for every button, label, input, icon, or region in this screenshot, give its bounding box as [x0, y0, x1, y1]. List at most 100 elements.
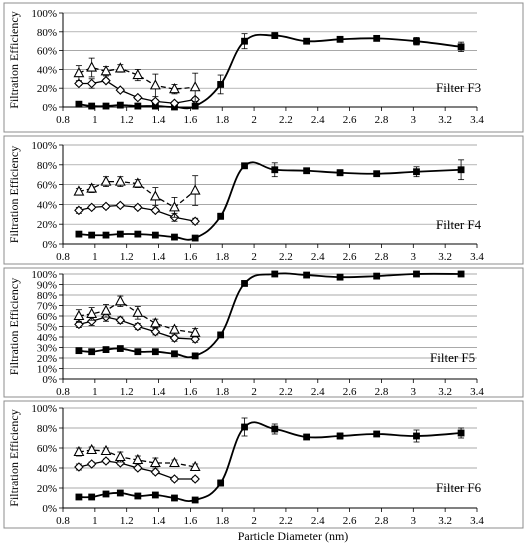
data-point-diamond-4: [133, 321, 143, 332]
x-tick-label: 2.2: [279, 386, 293, 398]
data-point-square-0: [75, 100, 83, 108]
data-point-square-3: [116, 101, 124, 109]
data-point-triangle-7: [189, 184, 201, 195]
data-point-triangle-6: [169, 82, 180, 94]
data-point-square-1: [88, 493, 96, 501]
data-point-square-12: [336, 273, 344, 281]
x-tick-label: 1.4: [152, 114, 166, 126]
x-tick-label: 2.4: [311, 114, 325, 126]
data-point-diamond-3: [115, 85, 126, 95]
x-tick-label: 2.8: [375, 515, 389, 527]
data-point-square-5: [151, 231, 159, 239]
x-tick-label: 2.6: [343, 386, 357, 398]
chart-panel-1: 0% 20% 40% 60% 80% 100% 0.8 1 1.2 1.4 1.6 1.8 2 2.2 2.…: [3, 2, 524, 133]
x-tick-label: 1.4: [152, 251, 166, 263]
series-diamond: [74, 75, 200, 109]
data-point-diamond-3: [115, 315, 126, 325]
data-point-square-14: [413, 432, 420, 440]
data-point-triangle-1: [86, 182, 98, 193]
data-point-square-13: [373, 34, 381, 42]
x-tick-label: 2.4: [311, 386, 325, 398]
series-line-square: [78, 33, 462, 110]
x-tick-label: 1.6: [184, 386, 198, 398]
data-point-triangle-1: [86, 61, 98, 72]
data-point-diamond-5: [150, 205, 161, 216]
y-tick-label: 40%: [37, 64, 57, 76]
series-line-square: [78, 421, 462, 502]
x-tick-label: 1.2: [120, 114, 134, 126]
data-point-square-10: [271, 270, 279, 278]
data-point-triangle-1: [86, 443, 98, 455]
series-square: [75, 270, 465, 360]
x-tick-label: 0.8: [56, 251, 70, 263]
y-tick-label: 100%: [31, 403, 57, 415]
y-tick-label: 50%: [37, 322, 57, 334]
x-tick-label: 0.8: [56, 386, 70, 398]
data-point-triangle-6: [169, 323, 180, 334]
data-point-triangle-0: [73, 66, 85, 78]
panel-frame: [3, 267, 524, 398]
series-triangle: [73, 443, 201, 472]
y-tick-label: 80%: [37, 27, 57, 39]
x-tick-label: 3.4: [470, 515, 484, 527]
data-point-diamond-2: [101, 75, 111, 86]
filter-label: Filter F4: [436, 217, 482, 232]
data-point-diamond-2: [101, 456, 111, 466]
data-point-square-4: [134, 102, 142, 110]
x-tick-label: 1.8: [215, 515, 229, 527]
data-point-diamond-0: [74, 462, 84, 472]
data-point-square-9: [241, 37, 248, 45]
x-tick-label: 2: [251, 386, 257, 398]
x-tick-label: 2.4: [311, 251, 325, 263]
data-point-diamond-5: [150, 96, 161, 107]
y-tick-label: 30%: [37, 343, 57, 355]
x-tick-label: 3: [411, 386, 417, 398]
data-point-square-7: [191, 352, 199, 360]
data-point-diamond-1: [86, 78, 97, 89]
data-point-square-14: [413, 37, 420, 45]
data-point-square-0: [75, 230, 83, 238]
x-tick-label: 1.2: [120, 386, 134, 398]
data-point-square-9: [241, 162, 248, 170]
data-point-square-13: [373, 170, 381, 178]
y-tick-label: 100%: [31, 269, 57, 281]
x-tick-label: 1: [92, 515, 98, 527]
data-point-diamond-5: [150, 467, 161, 477]
y-tick-label: 100%: [31, 140, 57, 152]
y-tick-label: 90%: [37, 280, 57, 292]
data-point-triangle-7: [189, 81, 201, 92]
y-axis-label: Filtration Efficiency: [7, 409, 21, 506]
data-point-square-6: [171, 233, 178, 241]
data-point-square-11: [303, 271, 311, 279]
y-tick-label: 10%: [37, 364, 57, 376]
x-tick-label: 2.8: [375, 386, 389, 398]
y-tick-label: 80%: [37, 423, 57, 435]
data-point-triangle-3: [114, 450, 126, 462]
data-point-triangle-1: [86, 307, 98, 318]
x-tick-label: 3: [411, 515, 417, 527]
data-point-diamond-2: [101, 201, 111, 212]
filter-label: Filter F6: [436, 480, 482, 495]
data-point-square-10: [271, 425, 279, 433]
data-point-square-10: [271, 32, 279, 39]
data-point-square-15: [457, 43, 465, 51]
data-point-square-4: [134, 348, 142, 356]
data-point-square-8: [217, 479, 225, 487]
x-tick-label: 2.8: [375, 251, 389, 263]
x-tick-label: 1.6: [184, 515, 198, 527]
y-axis-label: Filtration Efficiency: [7, 278, 21, 375]
data-point-diamond-4: [133, 463, 143, 473]
data-point-diamond-5: [150, 326, 161, 337]
data-point-square-14: [413, 270, 420, 278]
data-point-triangle-5: [149, 456, 161, 468]
data-point-triangle-5: [149, 317, 161, 328]
data-point-square-8: [217, 212, 225, 220]
data-point-square-4: [134, 230, 142, 238]
series-line-triangle: [78, 180, 196, 209]
data-point-square-11: [303, 167, 311, 175]
data-point-square-2: [102, 346, 110, 354]
data-point-square-4: [134, 492, 142, 500]
x-tick-label: 2.6: [343, 515, 357, 527]
data-point-square-7: [191, 234, 199, 242]
